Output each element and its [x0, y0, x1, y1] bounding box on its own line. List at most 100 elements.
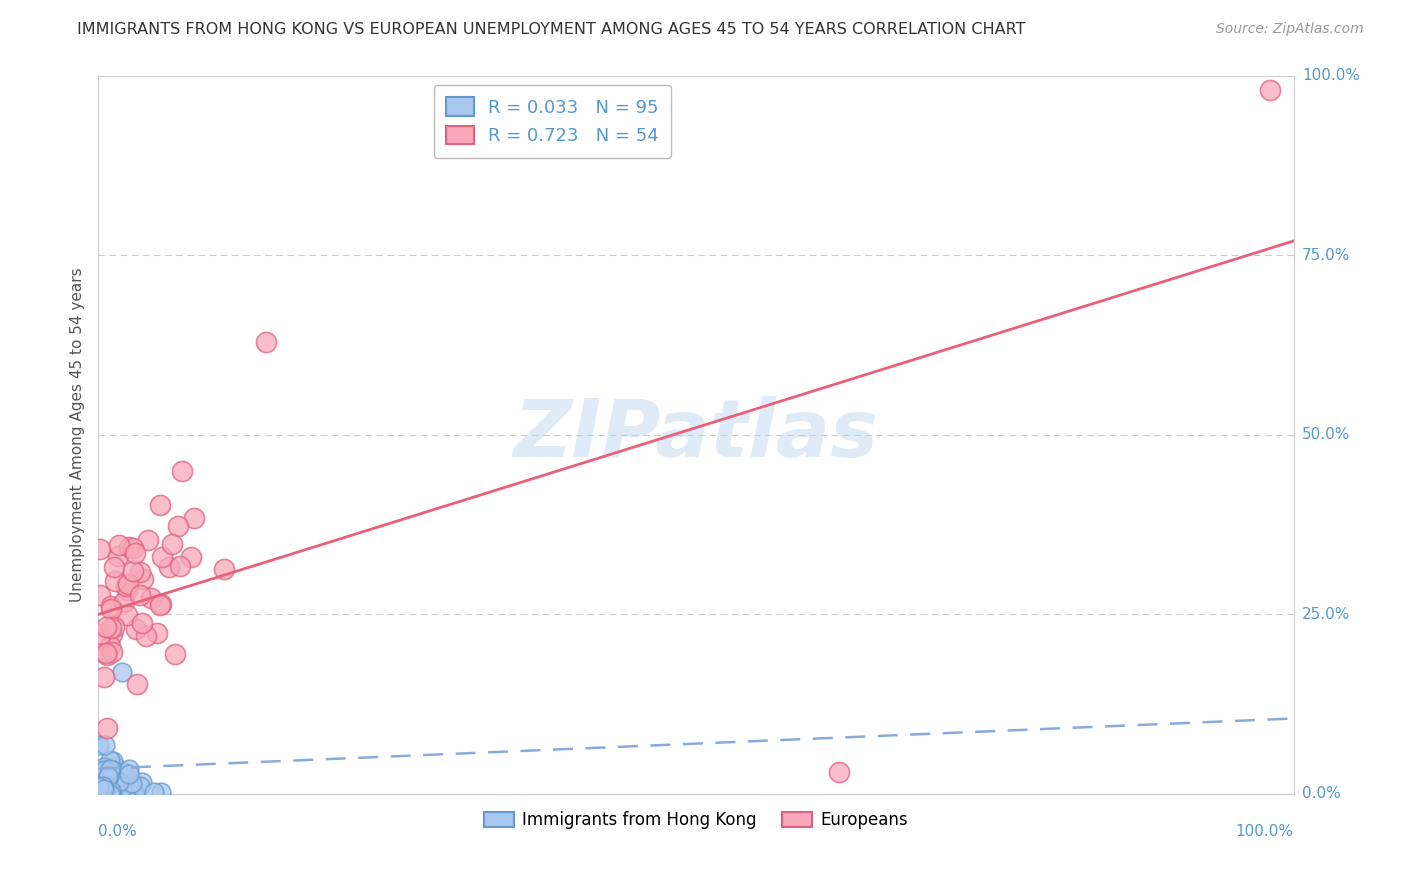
Point	[115, 582, 138, 597]
Point	[122, 784, 145, 798]
Point	[135, 629, 157, 643]
Point	[108, 786, 131, 800]
Point	[91, 775, 114, 789]
Text: Source: ZipAtlas.com: Source: ZipAtlas.com	[1216, 22, 1364, 37]
Point	[101, 780, 124, 794]
Point	[96, 774, 118, 789]
Point	[169, 559, 191, 574]
Text: ZIPatlas: ZIPatlas	[513, 396, 879, 474]
Point	[124, 546, 146, 560]
Point	[115, 579, 138, 593]
Point	[115, 787, 138, 801]
Point	[98, 640, 121, 654]
Point	[98, 753, 121, 767]
Point	[117, 577, 139, 591]
Point	[93, 763, 115, 777]
Point	[94, 771, 117, 785]
Point	[149, 599, 172, 613]
Point	[212, 561, 235, 575]
Point	[98, 785, 121, 799]
Text: 50.0%: 50.0%	[1302, 427, 1350, 442]
Point	[124, 622, 146, 636]
Point	[90, 775, 112, 789]
Point	[94, 784, 117, 798]
Point	[97, 769, 120, 783]
Point	[150, 550, 173, 565]
Point	[128, 588, 150, 602]
Point	[96, 783, 118, 797]
Point	[107, 781, 129, 796]
Point	[100, 601, 122, 615]
Point	[97, 781, 120, 796]
Point	[96, 778, 118, 792]
Point	[91, 786, 114, 800]
Point	[100, 621, 122, 635]
Point	[172, 464, 194, 478]
Point	[96, 721, 118, 735]
Point	[111, 776, 134, 790]
Point	[115, 608, 138, 623]
Point	[101, 769, 124, 783]
Point	[125, 677, 148, 691]
Point	[93, 670, 115, 684]
Point	[112, 783, 135, 797]
Point	[142, 785, 165, 799]
Point	[93, 783, 115, 797]
Text: 25.0%: 25.0%	[1302, 607, 1350, 622]
Point	[145, 626, 167, 640]
Point	[136, 533, 159, 548]
Point	[93, 772, 115, 787]
Point	[111, 665, 134, 679]
Point	[87, 780, 110, 794]
Point	[183, 511, 205, 525]
Text: 75.0%: 75.0%	[1302, 248, 1350, 263]
Point	[129, 565, 152, 579]
Point	[93, 784, 115, 798]
Point	[121, 784, 143, 798]
Point	[111, 776, 134, 790]
Point	[90, 777, 112, 791]
Point	[108, 775, 131, 789]
Legend: R = 0.033   N = 95, R = 0.723   N = 54: R = 0.033 N = 95, R = 0.723 N = 54	[434, 85, 671, 158]
Point	[96, 648, 118, 662]
Point	[167, 518, 190, 533]
Point	[89, 786, 111, 800]
Point	[100, 784, 122, 798]
Point	[100, 627, 122, 641]
Point	[112, 764, 135, 779]
Point	[96, 780, 118, 795]
Text: 0.0%: 0.0%	[98, 824, 138, 839]
Point	[1258, 83, 1281, 97]
Point	[89, 785, 111, 799]
Point	[131, 615, 153, 630]
Point	[87, 767, 110, 781]
Point	[150, 784, 173, 798]
Point	[93, 773, 115, 788]
Point	[100, 784, 122, 798]
Point	[100, 763, 122, 777]
Point	[118, 540, 141, 554]
Point	[112, 595, 135, 609]
Point	[93, 781, 115, 796]
Point	[163, 648, 186, 662]
Point	[111, 775, 134, 789]
Point	[93, 760, 115, 774]
Point	[160, 537, 183, 551]
Point	[149, 597, 172, 611]
Point	[93, 779, 115, 793]
Point	[107, 549, 129, 564]
Point	[97, 777, 120, 791]
Point	[94, 619, 117, 633]
Point	[101, 764, 124, 778]
Point	[100, 599, 122, 613]
Point	[90, 785, 112, 799]
Point	[100, 766, 122, 780]
Point	[93, 779, 115, 793]
Text: 0.0%: 0.0%	[1302, 787, 1340, 801]
Point	[93, 738, 115, 752]
Point	[132, 572, 155, 586]
Point	[105, 778, 128, 792]
Point	[87, 738, 110, 752]
Point	[90, 627, 112, 641]
Point	[87, 786, 110, 800]
